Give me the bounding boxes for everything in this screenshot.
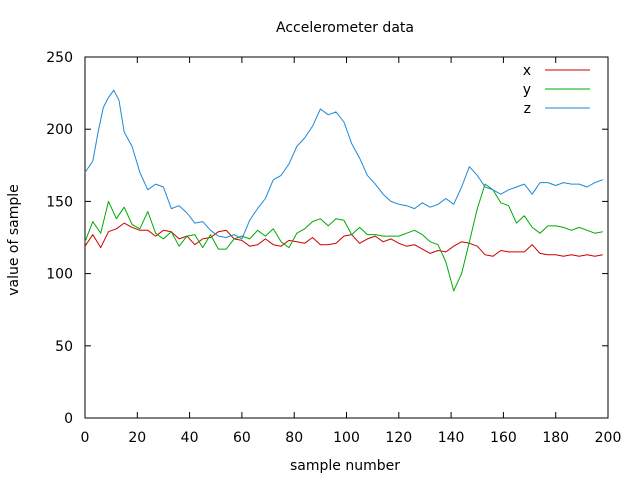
series-line-y [84, 183, 603, 292]
x-tick-label: 200 [595, 430, 622, 446]
x-tick-label: 80 [285, 430, 303, 446]
y-axis-label: value of sample [6, 184, 22, 296]
series-line-x [84, 222, 603, 257]
x-tick-label: 100 [333, 430, 360, 446]
x-tick-label: 60 [233, 430, 251, 446]
chart-title: Accelerometer data [276, 20, 414, 36]
series-line-z [84, 89, 603, 240]
legend-label-z: z [524, 101, 531, 117]
y-tick-label: 100 [46, 267, 73, 283]
x-tick-label: 0 [81, 430, 90, 446]
x-tick-label: 20 [128, 430, 146, 446]
x-tick-label: 140 [438, 430, 465, 446]
x-axis-label: sample number [290, 458, 400, 474]
x-tick-label: 160 [490, 430, 517, 446]
x-tick-label: 120 [385, 430, 412, 446]
legend-label-x: x [523, 63, 531, 79]
y-tick-label: 50 [55, 339, 73, 355]
x-tick-label: 40 [181, 430, 199, 446]
x-tick-label: 180 [542, 430, 569, 446]
y-tick-label: 150 [46, 194, 73, 210]
y-tick-label: 0 [64, 411, 73, 427]
legend-label-y: y [523, 82, 531, 98]
y-tick-label: 200 [46, 122, 73, 138]
y-tick-label: 250 [46, 50, 73, 66]
